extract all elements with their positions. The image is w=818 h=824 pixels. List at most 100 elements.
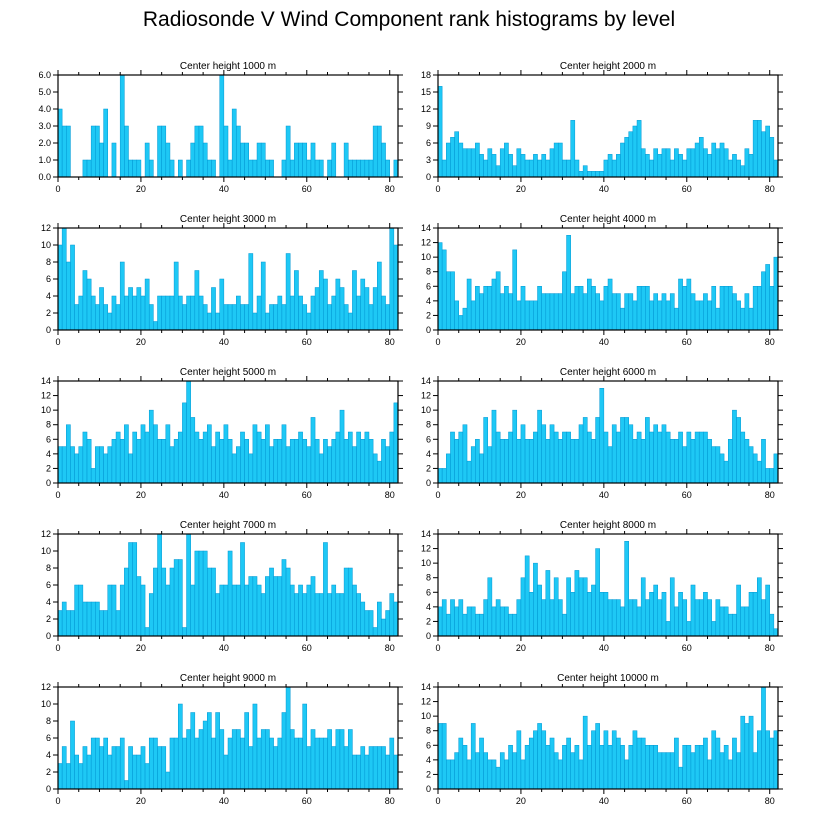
y-tick-label: 18 (421, 70, 431, 80)
y-tick-label: 2 (426, 769, 431, 779)
histogram-bar (177, 431, 183, 484)
histogram-bar (132, 295, 138, 331)
histogram-bar (95, 125, 100, 178)
histogram-bar (678, 154, 683, 178)
histogram-bar (446, 613, 451, 637)
histogram-bar (144, 431, 150, 484)
histogram-bar (632, 300, 638, 331)
histogram-bar (682, 286, 688, 331)
histogram-bar (591, 584, 596, 637)
histogram-bar (294, 142, 299, 178)
histogram-bar (624, 759, 629, 790)
histogram-bar (132, 159, 138, 178)
histogram-bar (61, 601, 67, 637)
y-tick-label: 10 (421, 711, 431, 721)
histogram-bar (124, 424, 129, 484)
histogram-bar (144, 763, 150, 790)
histogram-bar (294, 439, 299, 484)
histogram-bar (231, 584, 237, 637)
y-tick-label: 2 (46, 308, 51, 318)
histogram-bar (698, 599, 704, 637)
histogram-bar (347, 312, 353, 331)
histogram-bar (381, 746, 386, 790)
histogram-bar (314, 593, 320, 637)
histogram-bar (115, 431, 121, 484)
histogram-panel: Center height 5000 m 0 2 4 6 8 10 12 14 0 20 40 60 80 (41, 367, 403, 500)
histogram-bar (682, 446, 688, 484)
y-tick-label: 0 (426, 478, 431, 488)
histogram-bar (244, 439, 249, 484)
x-tick-label: 80 (765, 490, 775, 500)
histogram-bar (620, 606, 625, 637)
histogram-bar (450, 759, 455, 790)
panel-title: Center height 5000 m (180, 367, 276, 378)
y-tick-label: 0 (426, 631, 431, 641)
histogram-bar (377, 746, 382, 790)
histogram-bar (653, 745, 659, 790)
y-tick-label: 6.0 (38, 70, 51, 80)
histogram-bar (277, 295, 283, 331)
histogram-bar (487, 286, 493, 331)
histogram-bar (566, 577, 571, 637)
x-tick-label: 40 (599, 643, 609, 653)
histogram-bar (289, 439, 295, 484)
histogram-bar (377, 125, 382, 178)
histogram-bar (624, 137, 629, 178)
histogram-bar (748, 154, 754, 178)
histogram-bar (553, 752, 559, 790)
histogram-bar (707, 300, 712, 331)
histogram-bar (504, 759, 509, 790)
histogram-bar (198, 439, 204, 484)
histogram-bar (368, 304, 374, 331)
histogram-bar (454, 752, 459, 790)
histogram-bar (732, 409, 737, 484)
histogram-bar (636, 606, 642, 637)
histogram-bar (657, 599, 663, 637)
y-tick-label: 4 (46, 597, 51, 607)
y-tick-label: 6 (426, 434, 431, 444)
histogram-bar (761, 686, 766, 790)
histogram-bar (719, 453, 725, 484)
histogram-bar (723, 606, 729, 637)
histogram-bar (595, 417, 600, 484)
panel-title: Center height 8000 m (560, 520, 656, 531)
histogram-bar (186, 159, 191, 178)
histogram-bar (703, 737, 708, 790)
histogram-bar (294, 593, 299, 637)
histogram-bar (674, 606, 679, 637)
y-tick-label: 0 (46, 631, 51, 641)
histogram-bar (516, 599, 522, 637)
histogram-bar (323, 737, 328, 790)
histogram-bar (273, 439, 279, 484)
histogram-bar (607, 599, 613, 637)
y-tick-label: 0 (46, 784, 51, 794)
y-tick-label: 8 (426, 267, 431, 277)
x-tick-label: 20 (516, 184, 526, 194)
y-tick-label: 14 (421, 223, 431, 233)
histogram-bar (70, 446, 75, 484)
histogram-bar (269, 159, 274, 178)
histogram-panel: Center height 2000 m 0 3 6 9 12 15 18 0 20 40 60 80 (421, 61, 783, 194)
y-tick-label: 9 (426, 121, 431, 131)
histogram-bar (508, 154, 513, 178)
histogram-bar (620, 417, 625, 484)
histogram-bar (765, 468, 770, 484)
histogram-bar (115, 610, 121, 637)
y-tick-label: 4.0 (38, 104, 51, 114)
histogram-bar (211, 567, 216, 637)
histogram-bar (470, 300, 476, 331)
histogram-bar (508, 613, 513, 637)
histogram-bar (595, 723, 600, 790)
histogram-bar (533, 154, 538, 178)
histogram-bar (165, 584, 171, 637)
histogram-bar (364, 287, 370, 331)
histogram-bar (256, 737, 262, 790)
histogram-bar (607, 154, 613, 178)
histogram-bar (437, 468, 443, 484)
histogram-bar (732, 154, 737, 178)
histogram-bar (285, 567, 291, 637)
histogram-bar (446, 453, 451, 484)
histogram-bar (611, 730, 617, 790)
histogram-bar (306, 446, 312, 484)
y-tick-label: 14 (41, 376, 51, 386)
